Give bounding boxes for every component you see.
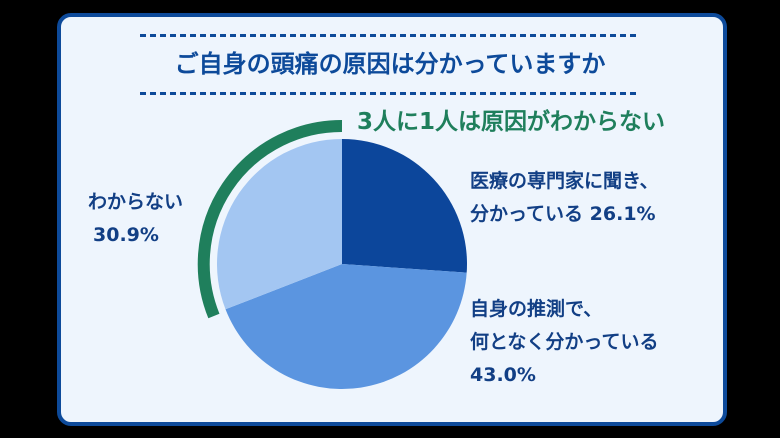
label-line: 43.0% <box>470 364 536 386</box>
callout-arc <box>197 119 343 319</box>
label-line: 何となく分かっている <box>470 331 659 353</box>
callout-text: 3人に1人は原因がわからない <box>357 109 666 135</box>
title-divider-top <box>140 34 640 37</box>
title-divider-bottom <box>140 92 640 95</box>
label-asked-professional: 医療の専門家に聞き、 分かっている 26.1% <box>470 165 659 231</box>
label-line: わからない <box>88 191 184 213</box>
label-line: 自身の推測で、 <box>470 298 603 320</box>
pie-slice-unknown <box>216 138 342 310</box>
label-line: 30.9% <box>93 224 159 246</box>
label-own-guess: 自身の推測で、 何となく分かっている 43.0% <box>470 293 658 392</box>
pie-slice-own-guess <box>225 264 467 390</box>
label-unknown: わからない 30.9% <box>88 186 183 252</box>
pie-slice-asked-professional <box>342 139 467 273</box>
label-line: 分かっている 26.1% <box>470 203 656 225</box>
label-line: 医療の専門家に聞き、 <box>470 170 659 192</box>
chart-title: ご自身の頭痛の原因は分かっていますか <box>174 50 606 78</box>
